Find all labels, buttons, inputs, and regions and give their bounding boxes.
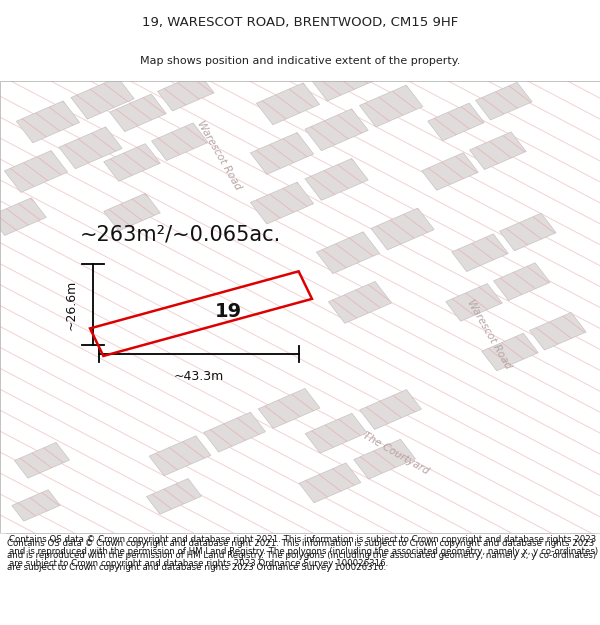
Polygon shape xyxy=(359,389,421,429)
Polygon shape xyxy=(110,94,166,132)
Polygon shape xyxy=(203,412,265,452)
Polygon shape xyxy=(12,490,60,521)
Polygon shape xyxy=(4,151,68,192)
Text: Map shows position and indicative extent of the property.: Map shows position and indicative extent… xyxy=(140,56,460,66)
Polygon shape xyxy=(365,36,429,78)
Polygon shape xyxy=(353,439,415,479)
Text: Contains OS data © Crown copyright and database right 2021. This information is : Contains OS data © Crown copyright and d… xyxy=(7,539,596,572)
Text: Contains OS data © Crown copyright and database right 2021. This information is : Contains OS data © Crown copyright and d… xyxy=(9,535,598,568)
Polygon shape xyxy=(311,59,374,101)
Polygon shape xyxy=(428,103,484,141)
Polygon shape xyxy=(71,78,134,119)
Polygon shape xyxy=(256,83,320,125)
Polygon shape xyxy=(371,208,434,250)
Text: ~263m²/~0.065ac.: ~263m²/~0.065ac. xyxy=(79,224,281,244)
Polygon shape xyxy=(305,109,368,151)
Polygon shape xyxy=(14,442,70,478)
Polygon shape xyxy=(146,479,202,514)
Polygon shape xyxy=(104,193,160,231)
Polygon shape xyxy=(500,213,556,251)
Polygon shape xyxy=(299,463,361,503)
Polygon shape xyxy=(305,413,367,453)
Polygon shape xyxy=(104,144,160,181)
Text: The Courtyard: The Courtyard xyxy=(361,431,431,476)
Polygon shape xyxy=(305,159,368,200)
Polygon shape xyxy=(258,389,320,428)
Polygon shape xyxy=(250,132,314,174)
Polygon shape xyxy=(359,85,423,127)
Polygon shape xyxy=(250,182,314,224)
Polygon shape xyxy=(530,312,586,350)
Polygon shape xyxy=(328,281,392,323)
Text: ~43.3m: ~43.3m xyxy=(174,370,224,383)
Text: 19, WARESCOT ROAD, BRENTWOOD, CM15 9HF: 19, WARESCOT ROAD, BRENTWOOD, CM15 9HF xyxy=(142,16,458,29)
Polygon shape xyxy=(482,333,538,371)
Polygon shape xyxy=(452,234,508,271)
Polygon shape xyxy=(446,284,502,321)
Text: Warescot Road: Warescot Road xyxy=(195,119,243,192)
Polygon shape xyxy=(470,132,526,169)
Polygon shape xyxy=(476,82,532,120)
Text: ~26.6m: ~26.6m xyxy=(65,279,78,330)
Polygon shape xyxy=(16,101,80,142)
Polygon shape xyxy=(149,436,211,476)
Polygon shape xyxy=(422,152,478,190)
Polygon shape xyxy=(152,123,208,161)
Polygon shape xyxy=(158,73,214,111)
Polygon shape xyxy=(0,198,46,236)
Text: 19: 19 xyxy=(214,302,242,321)
Polygon shape xyxy=(494,262,550,301)
Polygon shape xyxy=(59,127,122,169)
Polygon shape xyxy=(316,232,380,274)
Text: Warescot Road: Warescot Road xyxy=(465,298,513,370)
